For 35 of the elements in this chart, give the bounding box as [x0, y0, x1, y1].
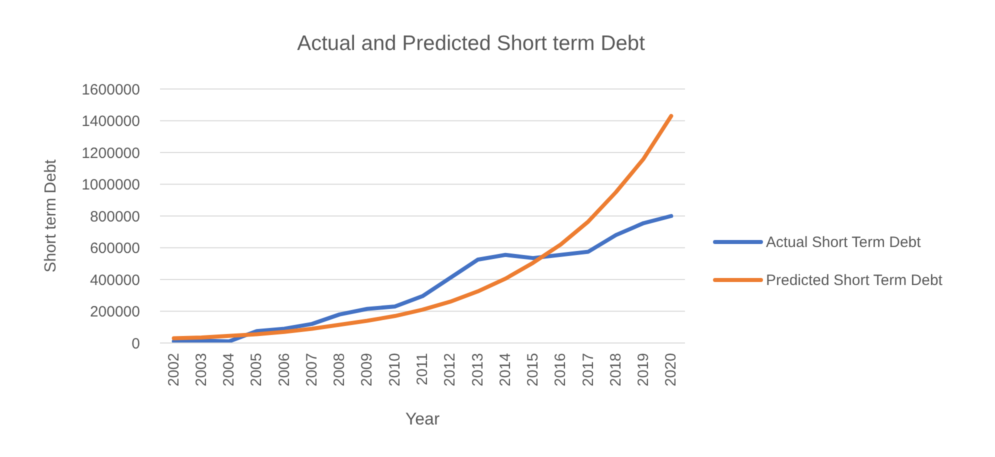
- x-tick-label: 2016: [552, 353, 570, 386]
- chart-title: Actual and Predicted Short term Debt: [296, 31, 646, 57]
- y-tick-label: 400000: [90, 272, 140, 289]
- line-series: [172, 214, 674, 343]
- y-axis-title: Short term Debt: [42, 158, 60, 272]
- x-tick-label: 2011: [414, 353, 431, 386]
- legend-label: Predicted Short Term Debt: [766, 272, 942, 288]
- x-tick-label: 2007: [303, 353, 320, 386]
- x-tick-label: 2014: [496, 353, 514, 386]
- y-tick-label: 200000: [90, 304, 140, 321]
- x-tick-label: 2004: [220, 353, 238, 386]
- x-tick-label: 2010: [386, 353, 404, 386]
- line-series: [172, 114, 674, 340]
- x-tick-label: 2009: [358, 353, 376, 386]
- y-tick-label: 1200000: [82, 144, 140, 162]
- x-tick-label: 2008: [331, 353, 348, 386]
- x-tick-label: 2013: [469, 353, 486, 386]
- x-tick-label: 2017: [580, 353, 597, 386]
- y-tick-label: 1000000: [82, 176, 140, 194]
- x-tick-label: 2005: [248, 353, 266, 386]
- y-tick-label: 1600000: [82, 81, 140, 98]
- x-tick-label: 2002: [165, 353, 182, 386]
- x-tick-label: 2012: [442, 353, 459, 386]
- y-tick-label: 600000: [90, 240, 140, 258]
- y-tick-label: 800000: [90, 208, 140, 226]
- x-axis-title: Year: [405, 410, 440, 428]
- legend-label: Actual Short Term Debt: [766, 234, 921, 250]
- x-tick-label: 2015: [524, 353, 542, 386]
- x-tick-label: 2003: [192, 353, 210, 386]
- x-tick-label: 2019: [635, 353, 652, 386]
- y-tick-label: 1400000: [82, 113, 140, 130]
- x-tick-label: 2020: [662, 353, 680, 386]
- x-tick-label: 2018: [607, 353, 624, 386]
- y-tick-label: 0: [132, 335, 140, 352]
- x-tick-label: 2006: [276, 353, 293, 386]
